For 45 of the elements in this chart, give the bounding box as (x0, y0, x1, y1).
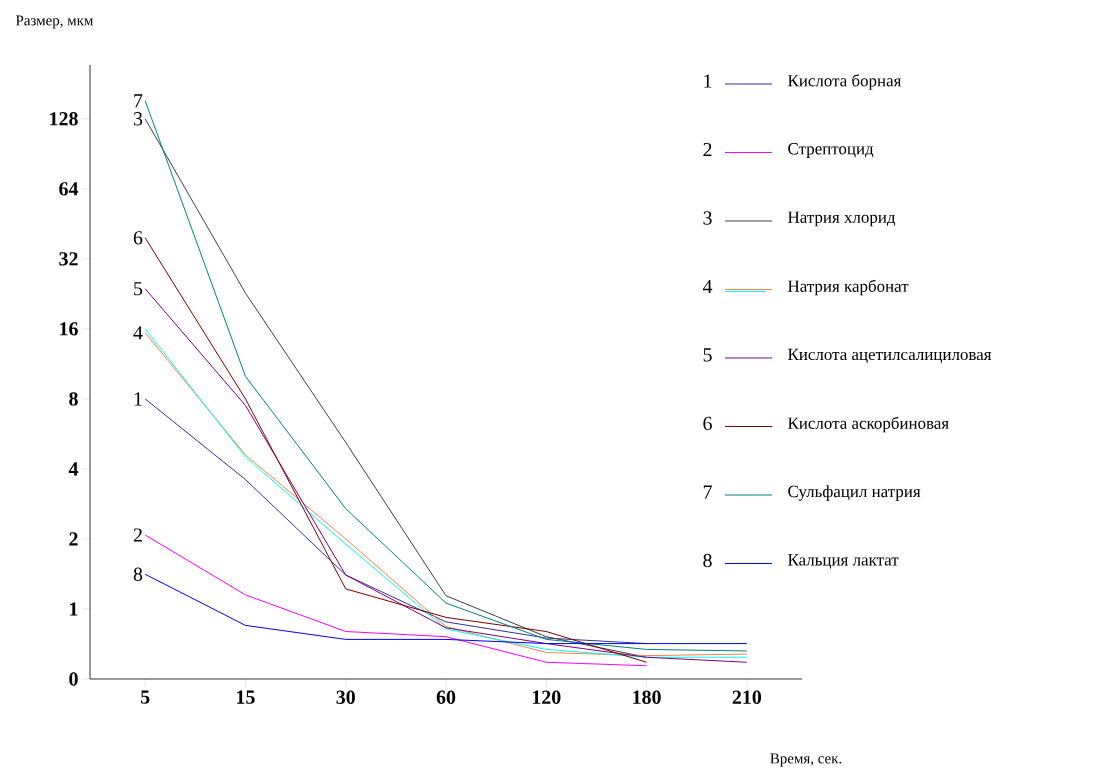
annotation: 4 (133, 326, 143, 340)
y-tick-label: 128 (50, 112, 78, 126)
legend-label: Сульфацил натрия (788, 485, 921, 501)
y-tick-label: 8 (69, 392, 78, 406)
y-tick-label: 16 (60, 322, 78, 336)
legend-label: Натрия карбонат (788, 279, 909, 296)
text: 6 (703, 416, 712, 431)
line-series (144, 237, 648, 663)
annotation: 3 (133, 112, 143, 126)
y-tick-label: 4 (68, 462, 79, 476)
annotation: 7 (134, 94, 143, 108)
line-series (144, 100, 748, 652)
text: 8 (703, 553, 712, 568)
x-tick-label: 120 (532, 690, 561, 704)
annotation: 6 (133, 231, 143, 245)
x-tick-label: 5 (140, 690, 150, 704)
text: 7 (703, 485, 712, 499)
annotation: 5 (134, 282, 143, 296)
y-axis-title: Размер, мкм (15, 15, 94, 29)
legend-label: Стрептоцид (788, 143, 874, 158)
legend-label: Кислота борная (788, 74, 902, 90)
line-series (144, 534, 648, 667)
x-tick-label: 15 (237, 690, 255, 704)
y-tick-label: 1 (70, 602, 78, 616)
text: 4 (702, 279, 713, 294)
x-tick-label: 180 (633, 690, 661, 704)
x-axis-title: Время, сек. (770, 753, 842, 767)
x-tick-label: 60 (436, 690, 456, 704)
text: 5 (703, 348, 712, 362)
x-tick-label: 210 (732, 690, 762, 704)
text: 3 (703, 211, 712, 225)
legend-label: Кислота аскорбиновая (788, 416, 949, 433)
y-tick-label: 32 (59, 252, 78, 266)
legend-label: Кальция лактат (788, 554, 899, 569)
legend-label: Натрия хлорид (788, 211, 896, 227)
y-tick-label: 64 (59, 182, 79, 196)
text: 1 (704, 74, 712, 88)
text: 2 (703, 142, 712, 157)
annotation: 1 (134, 392, 142, 406)
legend-label: Кислота ацетилсалициловая (788, 348, 992, 364)
x-tick-label: 30 (336, 690, 355, 704)
y-tick-label: 2 (69, 532, 78, 546)
annotation: 8 (133, 567, 143, 581)
annotation: 2 (133, 528, 142, 542)
y-tick-label: 0 (69, 672, 78, 686)
